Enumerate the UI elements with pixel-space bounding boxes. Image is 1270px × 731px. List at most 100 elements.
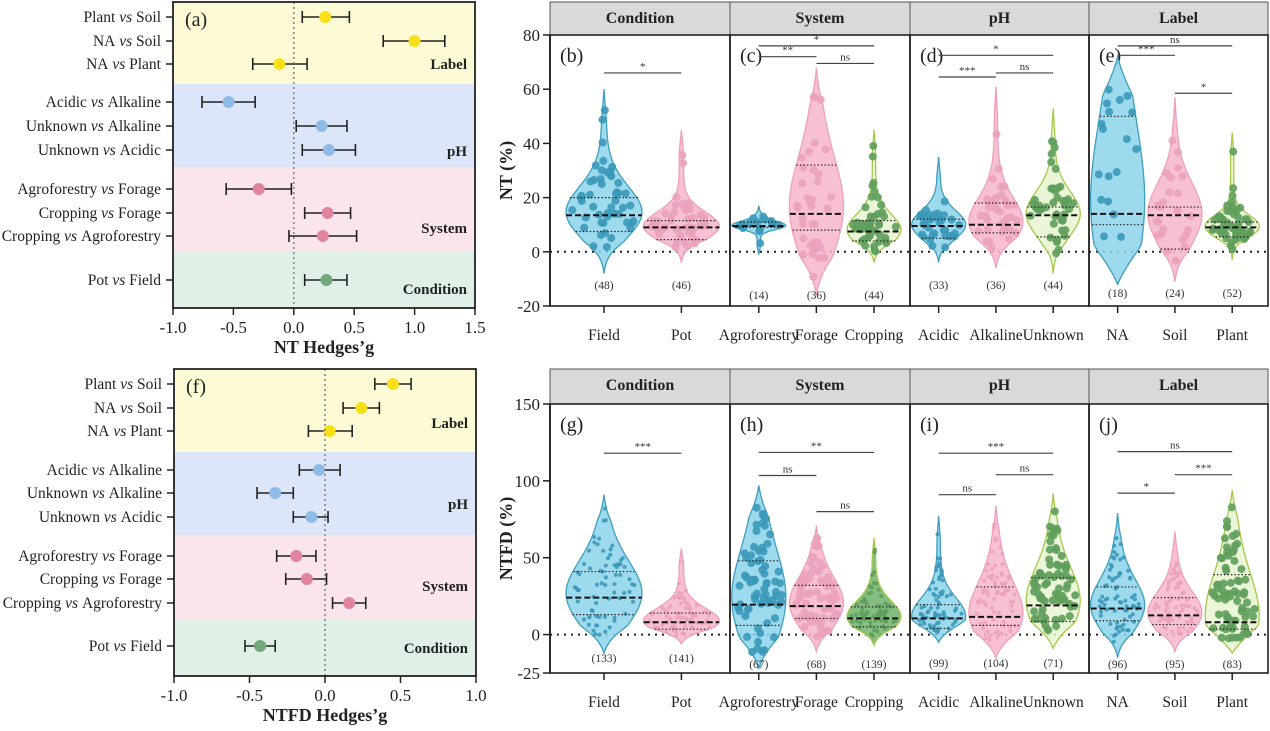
data-point xyxy=(599,156,608,165)
data-point xyxy=(830,589,839,598)
data-point xyxy=(1047,158,1056,166)
data-point xyxy=(1217,633,1226,642)
data-point xyxy=(1174,164,1183,173)
data-point xyxy=(1156,604,1161,609)
data-point xyxy=(1097,195,1106,204)
data-point xyxy=(771,614,779,623)
data-point xyxy=(762,579,771,587)
facet-header xyxy=(549,1,731,36)
data-point xyxy=(1051,164,1060,173)
data-point xyxy=(591,628,596,633)
effect-point xyxy=(252,183,265,195)
row-label-a: Acidic xyxy=(47,462,88,479)
data-point xyxy=(989,174,997,183)
significance-label: ns xyxy=(1020,61,1030,73)
data-point xyxy=(857,219,866,228)
row-label-a: Agroforestry xyxy=(17,181,97,198)
significance-label: ns xyxy=(1020,463,1030,475)
data-point xyxy=(1100,232,1108,241)
data-point xyxy=(618,572,623,577)
row-label-vs: vs xyxy=(108,272,129,289)
data-point xyxy=(1222,522,1231,531)
x-tick-label: Agroforestry xyxy=(719,694,799,711)
data-point xyxy=(799,234,808,243)
row-label-b: Forage xyxy=(119,548,162,565)
data-point xyxy=(606,556,611,561)
data-point xyxy=(809,272,818,281)
data-point xyxy=(603,212,612,221)
data-point xyxy=(1107,575,1112,580)
data-point xyxy=(1000,562,1005,567)
data-point xyxy=(1229,548,1237,557)
data-point xyxy=(857,625,862,630)
row-label: Unknown vs Alkaline xyxy=(27,485,162,502)
x-tick-label: -1.0 xyxy=(160,318,187,337)
data-point xyxy=(818,562,827,571)
data-point xyxy=(598,138,607,147)
data-point xyxy=(582,617,586,622)
data-point xyxy=(938,556,943,561)
data-point xyxy=(1153,231,1162,240)
x-tick-label: Pot xyxy=(671,327,692,344)
data-point xyxy=(1243,598,1251,607)
group-band-condition xyxy=(174,619,476,676)
data-point xyxy=(614,179,623,187)
data-point xyxy=(593,632,598,637)
data-point xyxy=(1136,602,1141,606)
data-point xyxy=(677,581,681,586)
data-point xyxy=(771,577,780,586)
data-point xyxy=(986,592,991,597)
data-point xyxy=(1003,581,1008,585)
group-label: Label xyxy=(431,416,468,432)
data-point xyxy=(603,575,608,580)
data-point xyxy=(941,243,950,252)
data-point xyxy=(661,607,666,612)
x-tick-label: 1.5 xyxy=(464,318,485,337)
data-point xyxy=(1178,579,1182,584)
sample-size: (96) xyxy=(1108,659,1127,671)
data-point xyxy=(684,606,688,610)
data-point xyxy=(1154,602,1159,607)
facet-frame xyxy=(1088,34,1269,307)
data-point xyxy=(1227,503,1236,512)
significance-label: *** xyxy=(959,65,976,77)
data-point xyxy=(990,549,995,554)
data-point xyxy=(1030,614,1039,623)
data-point xyxy=(1177,631,1181,636)
data-point xyxy=(1165,605,1170,610)
panel-label: (j) xyxy=(1099,414,1118,436)
data-point xyxy=(1126,568,1131,573)
data-point xyxy=(1186,604,1191,609)
data-point xyxy=(1113,632,1118,637)
effect-point xyxy=(319,11,332,23)
data-point xyxy=(990,573,995,578)
row-label-a: NA xyxy=(87,423,110,440)
data-point xyxy=(628,219,637,228)
data-point xyxy=(754,624,762,633)
x-tick-label: 0.5 xyxy=(344,318,365,337)
data-point xyxy=(941,231,950,240)
data-point xyxy=(1118,600,1122,604)
data-point xyxy=(862,596,867,601)
data-point xyxy=(595,623,599,628)
data-point xyxy=(1222,566,1231,575)
data-point xyxy=(592,535,597,539)
row-label-a: Pot xyxy=(89,638,110,655)
facet-header xyxy=(1088,368,1269,405)
row-label-b: Forage xyxy=(118,205,161,222)
data-point xyxy=(854,602,859,607)
data-point xyxy=(1243,607,1252,616)
x-tick-label: Agroforestry xyxy=(719,327,799,344)
data-point xyxy=(1168,136,1177,145)
data-point xyxy=(867,584,872,589)
data-point xyxy=(1034,590,1043,599)
data-point xyxy=(827,193,835,202)
data-point xyxy=(940,197,949,206)
data-point xyxy=(613,572,618,577)
data-point xyxy=(935,605,940,610)
data-point xyxy=(1184,226,1192,235)
row-label-vs: vs xyxy=(87,94,108,111)
data-point xyxy=(993,630,998,635)
data-point xyxy=(664,614,669,619)
data-point xyxy=(990,566,995,571)
